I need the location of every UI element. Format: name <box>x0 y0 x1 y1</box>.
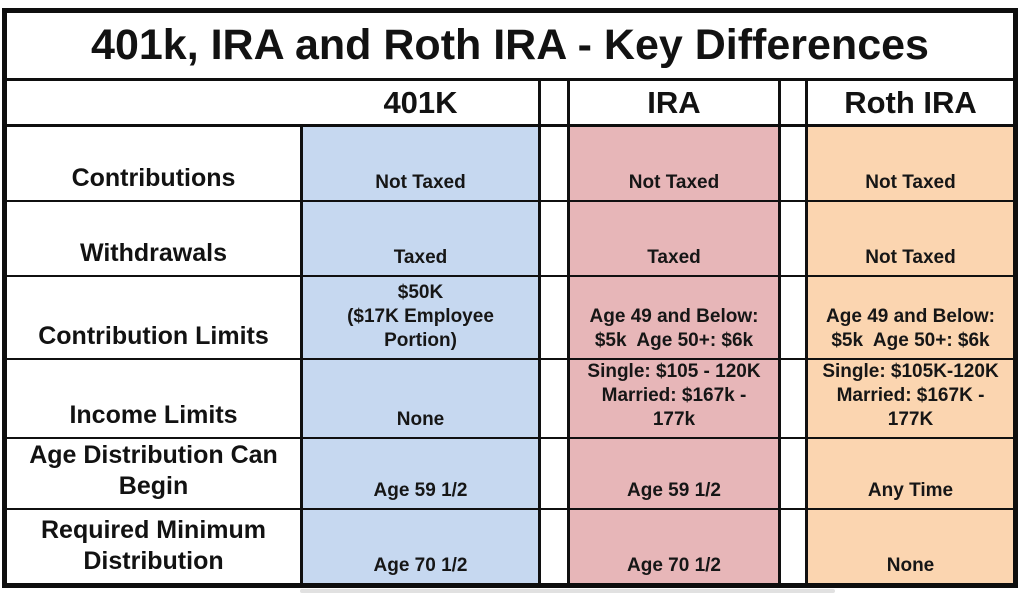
table-row-age-distribution: Age Distribution Can Begin Age 59 1/2 Ag… <box>7 439 1013 510</box>
value-cell-roth: Not Taxed <box>805 202 1013 275</box>
value-cell-roth: Age 49 and Below: $5k Age 50+: $6k <box>805 277 1013 358</box>
spacer-column-cell <box>781 277 805 358</box>
value-cell-ira: Age 59 1/2 <box>567 439 781 508</box>
value-cell-roth: Single: $105K-120K Married: $167K - 177K <box>805 360 1013 437</box>
value-cell-ira: Age 70 1/2 <box>567 510 781 583</box>
spacer-column-cell <box>781 202 805 275</box>
row-label: Contribution Limits <box>7 277 303 358</box>
spacer-column-cell <box>541 510 567 583</box>
table-row-contribution-limits: Contribution Limits $50K ($17K Employee … <box>7 277 1013 360</box>
table-row-withdrawals: Withdrawals Taxed Taxed Not Taxed <box>7 202 1013 277</box>
value-cell-401k: Age 59 1/2 <box>303 439 541 508</box>
row-label: Withdrawals <box>7 202 303 275</box>
value-cell-roth: Not Taxed <box>805 127 1013 200</box>
value-cell-ira: Not Taxed <box>567 127 781 200</box>
value-cell-401k: Age 70 1/2 <box>303 510 541 583</box>
table-title: 401k, IRA and Roth IRA - Key Differences <box>91 21 929 69</box>
spacer-column-cell <box>541 127 567 200</box>
value-cell-401k: $50K ($17K Employee Portion) <box>303 277 541 358</box>
value-cell-ira: Age 49 and Below: $5k Age 50+: $6k <box>567 277 781 358</box>
value-cell-401k: None <box>303 360 541 437</box>
value-cell-roth: None <box>805 510 1013 583</box>
header-row: 401K IRA Roth IRA <box>7 81 1013 127</box>
table-row-contributions: Contributions Not Taxed Not Taxed Not Ta… <box>7 127 1013 202</box>
comparison-table: 401k, IRA and Roth IRA - Key Differences… <box>2 8 1018 588</box>
spacer-column-cell <box>781 510 805 583</box>
title-row: 401k, IRA and Roth IRA - Key Differences <box>7 13 1013 81</box>
table-drop-shadow <box>300 589 835 593</box>
spacer-column-cell <box>781 127 805 200</box>
value-cell-401k: Not Taxed <box>303 127 541 200</box>
spacer-column-cell <box>541 360 567 437</box>
value-cell-ira: Taxed <box>567 202 781 275</box>
column-header-roth: Roth IRA <box>805 81 1013 124</box>
row-label: Contributions <box>7 127 303 200</box>
header-empty-cell <box>7 81 303 124</box>
value-cell-401k: Taxed <box>303 202 541 275</box>
spacer-column-cell <box>541 202 567 275</box>
spacer-column-cell <box>541 439 567 508</box>
spacer-column-cell <box>781 439 805 508</box>
table-row-required-minimum-distribution: Required Minimum Distribution Age 70 1/2… <box>7 510 1013 583</box>
row-label: Age Distribution Can Begin <box>7 439 303 508</box>
row-label: Income Limits <box>7 360 303 437</box>
spacer-column-cell <box>781 81 805 124</box>
spacer-column-cell <box>541 81 567 124</box>
row-label: Required Minimum Distribution <box>7 510 303 583</box>
value-cell-ira: Single: $105 - 120K Married: $167k - 177… <box>567 360 781 437</box>
table-row-income-limits: Income Limits None Single: $105 - 120K M… <box>7 360 1013 439</box>
spacer-column-cell <box>781 360 805 437</box>
spacer-column-cell <box>541 277 567 358</box>
column-header-401k: 401K <box>303 81 541 124</box>
value-cell-roth: Any Time <box>805 439 1013 508</box>
column-header-ira: IRA <box>567 81 781 124</box>
